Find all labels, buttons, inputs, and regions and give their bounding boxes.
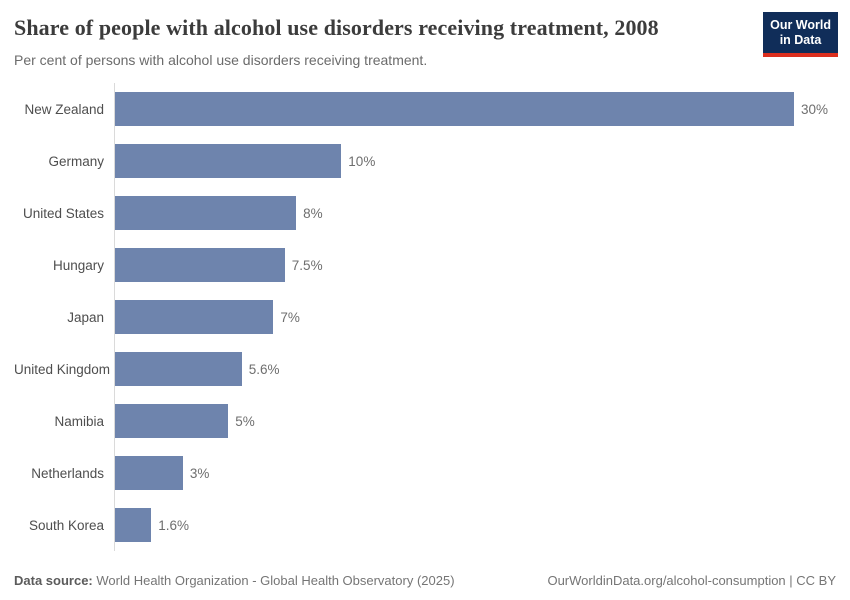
owid-logo-line1: Our World bbox=[770, 18, 831, 32]
bar-track: 8% bbox=[114, 187, 836, 239]
value-label: 10% bbox=[348, 153, 376, 169]
category-label: United Kingdom bbox=[14, 361, 111, 377]
value-label: 1.6% bbox=[158, 517, 189, 533]
bar-row: Namibia 5% bbox=[14, 395, 836, 447]
category-label: South Korea bbox=[28, 517, 104, 533]
bar[interactable] bbox=[115, 196, 297, 230]
value-label: 5.6% bbox=[248, 361, 280, 377]
value-label: 7% bbox=[280, 309, 300, 325]
bar-row: United States 8% bbox=[14, 187, 836, 239]
bar-row: Netherlands 3% bbox=[14, 447, 836, 499]
category-label: Namibia bbox=[54, 413, 104, 429]
category-label: Japan bbox=[67, 309, 104, 325]
bar-row: United Kingdom 5.6% bbox=[14, 343, 836, 395]
chart-title: Share of people with alcohol use disorde… bbox=[14, 15, 659, 40]
bar-track: 3% bbox=[114, 447, 836, 499]
bar[interactable] bbox=[115, 456, 183, 490]
bar-row: South Korea 1.6% bbox=[14, 499, 836, 551]
category-label: Netherlands bbox=[31, 465, 104, 481]
chart-footer: Data source: World Health Organization -… bbox=[14, 573, 836, 588]
bar[interactable] bbox=[115, 144, 342, 178]
bar-track: 5% bbox=[114, 395, 836, 447]
bar[interactable] bbox=[115, 404, 229, 438]
bar-track: 5.6% bbox=[114, 343, 836, 395]
bar-track: 10% bbox=[114, 135, 836, 187]
category-label: Hungary bbox=[52, 257, 104, 273]
value-label: 5% bbox=[235, 413, 255, 429]
bar[interactable] bbox=[115, 508, 152, 542]
bar[interactable] bbox=[115, 248, 285, 282]
bar-row: Hungary 7.5% bbox=[14, 239, 836, 291]
data-source: Data source: World Health Organization -… bbox=[14, 573, 455, 588]
bar[interactable] bbox=[115, 352, 242, 386]
value-label: 8% bbox=[303, 205, 323, 221]
chart-header: Share of people with alcohol use disorde… bbox=[14, 14, 750, 69]
bar-track: 1.6% bbox=[114, 499, 836, 551]
bar-chart: New Zealand 30% Germany 10% United States 8% H… bbox=[14, 83, 836, 551]
bar-row: New Zealand 30% bbox=[14, 83, 836, 135]
value-label: 7.5% bbox=[291, 257, 323, 273]
owid-logo-line2: in Data bbox=[779, 33, 822, 47]
bar-row: Japan 7% bbox=[14, 291, 836, 343]
value-label: 3% bbox=[189, 465, 210, 481]
category-label: United States bbox=[22, 205, 104, 221]
chart-subtitle: Per cent of persons with alcohol use dis… bbox=[14, 51, 428, 68]
bar[interactable] bbox=[115, 92, 794, 126]
bar[interactable] bbox=[115, 300, 274, 334]
data-source-text: World Health Organization - Global Healt… bbox=[96, 573, 455, 588]
footer-link[interactable]: OurWorldinData.org/alcohol-consumption |… bbox=[547, 573, 836, 588]
category-label: Germany bbox=[48, 153, 104, 169]
bar-row: Germany 10% bbox=[14, 135, 836, 187]
owid-logo[interactable]: Our World in Data bbox=[763, 12, 838, 57]
category-label: New Zealand bbox=[24, 101, 104, 117]
data-source-label: Data source: bbox=[14, 573, 93, 588]
bar-track: 7% bbox=[114, 291, 836, 343]
bar-track: 7.5% bbox=[114, 239, 836, 291]
value-label: 30% bbox=[801, 101, 829, 117]
bar-track: 30% bbox=[114, 83, 836, 135]
